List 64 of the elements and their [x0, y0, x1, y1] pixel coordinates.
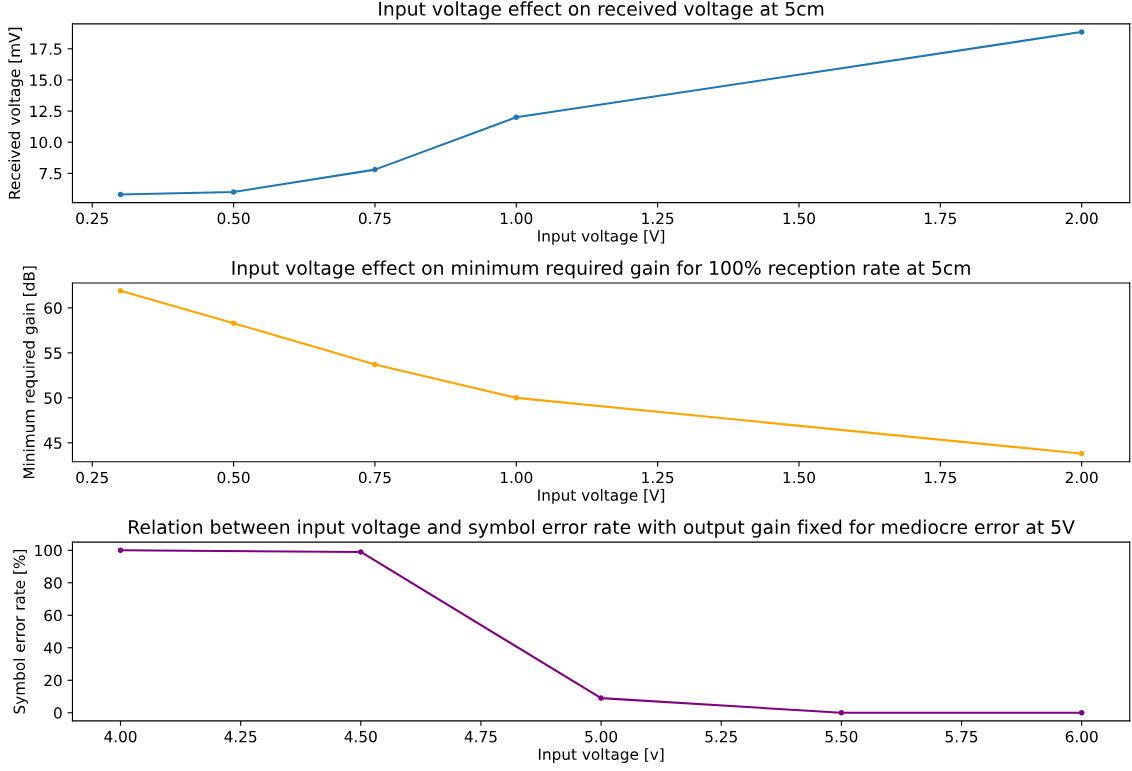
chart-title: Relation between input voltage and symbol error rate with output gain fixed for mediocre error at 5V	[129, 519, 1075, 538]
x-tick-label: 1.00	[500, 212, 533, 225]
point	[117, 191, 124, 198]
x-tick-label: 5.75	[945, 731, 978, 743]
x-tick-label: 1.75	[925, 212, 956, 225]
point	[372, 361, 378, 368]
y-axis-title: Symbol error rate [%]	[13, 549, 29, 714]
x-tick-label: 0.75	[358, 471, 391, 484]
x-tick-label: 5.25	[705, 730, 737, 743]
point	[230, 189, 237, 195]
y-tick-label: 17.5	[30, 43, 62, 55]
x-tick-label: 4.75	[464, 731, 497, 743]
x-tick-label: 5.50	[825, 730, 858, 743]
y-tick-label: 100	[35, 544, 62, 557]
y-tick-label: 10.0	[30, 136, 62, 149]
x-axis-title: Input voltage [V]	[538, 489, 665, 504]
x-axis-title: Input voltage [v]	[538, 748, 664, 763]
y-tick-label: 7.5	[39, 168, 62, 180]
x-tick-label: 1.25	[642, 212, 674, 225]
x-tick-label: 1.50	[783, 212, 815, 225]
x-tick-label: 2.00	[1065, 212, 1098, 225]
y-axis-title: Minimum required gain [dB]	[22, 266, 38, 479]
y-tick-label: 60	[44, 609, 62, 622]
y-tick-label: 55	[44, 347, 62, 359]
x-tick-label: 1.50	[783, 471, 815, 484]
point	[838, 709, 845, 716]
x-tick-label: 6.00	[1065, 730, 1098, 743]
y-axis-title: Received voltage [mV]	[8, 27, 24, 199]
x-tick-label: 1.00	[500, 471, 533, 484]
chart-title: Input voltage effect on received voltage at 5cm	[379, 1, 824, 20]
y-tick-label: 80	[44, 577, 62, 589]
x-tick-label: 0.75	[358, 212, 391, 225]
point	[117, 547, 124, 554]
point	[1078, 29, 1085, 35]
x-tick-label: 1.75	[925, 471, 956, 484]
x-tick-label: 0.25	[76, 212, 108, 225]
y-tick-label: 50	[44, 392, 62, 404]
x-tick-label: 2.00	[1065, 471, 1098, 484]
x-tick-label: 4.00	[104, 730, 137, 743]
point	[372, 166, 378, 173]
y-tick-label: 45	[44, 437, 62, 449]
x-tick-label: 4.50	[344, 730, 377, 743]
point	[1078, 709, 1085, 716]
point	[598, 695, 604, 701]
x-tick-label: 1.25	[642, 471, 674, 484]
point	[1078, 450, 1085, 457]
y-tick-label: 60	[44, 302, 62, 314]
y-tick-label: 40	[44, 642, 62, 654]
x-tick-label: 5.00	[585, 730, 618, 743]
y-tick-label: 0	[54, 707, 62, 719]
x-tick-label: 4.25	[224, 730, 257, 743]
y-tick-label: 12.5	[30, 105, 62, 118]
x-tick-label: 0.50	[217, 212, 250, 225]
x-tick-label: 0.50	[217, 471, 250, 484]
point	[513, 395, 520, 401]
point	[513, 114, 520, 121]
chart-title: Input voltage effect on minimum required gain for 100% reception rate at 5cm	[232, 260, 970, 279]
point	[358, 549, 364, 555]
point	[230, 320, 237, 326]
y-tick-label: 15.0	[30, 74, 62, 86]
point	[117, 287, 124, 294]
y-tick-label: 20	[44, 674, 62, 687]
x-axis-title: Input voltage [V]	[538, 229, 665, 245]
x-tick-label: 0.25	[76, 471, 108, 484]
